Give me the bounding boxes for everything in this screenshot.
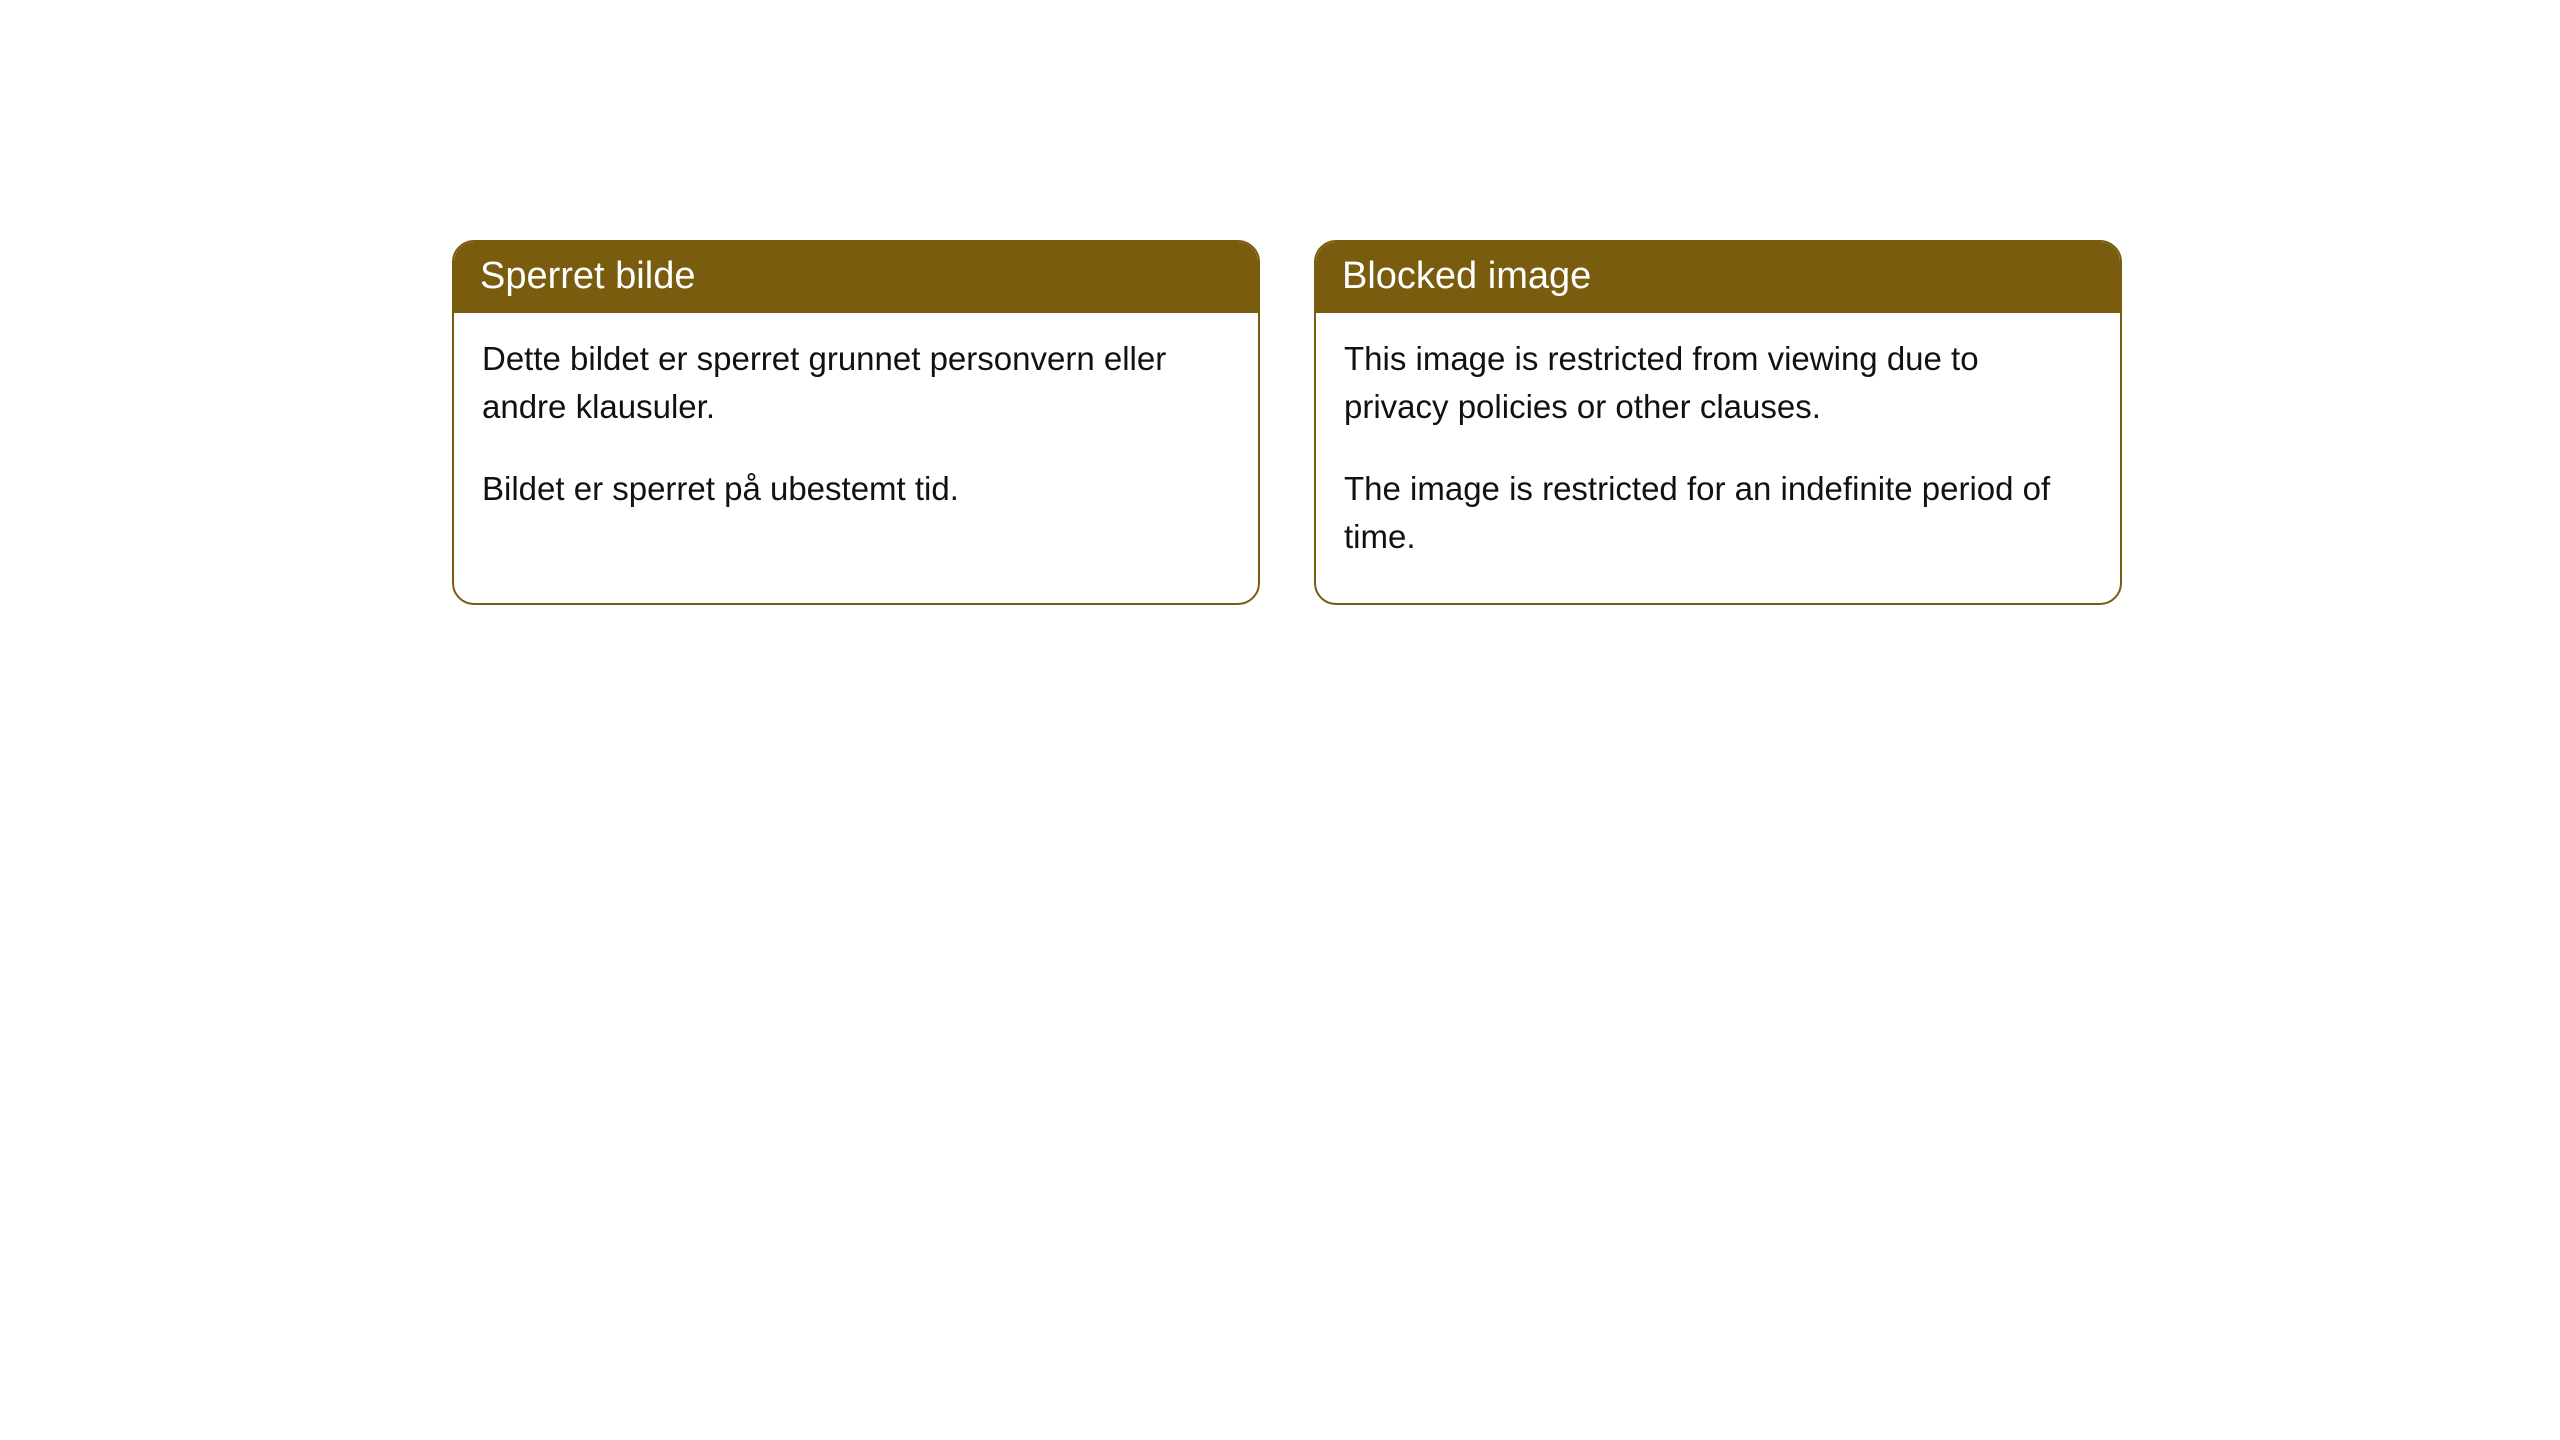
card-norwegian: Sperret bilde Dette bildet er sperret gr… — [452, 240, 1260, 605]
card-body: This image is restricted from viewing du… — [1316, 313, 2120, 602]
card-header: Sperret bilde — [454, 242, 1258, 313]
card-paragraph: The image is restricted for an indefinit… — [1344, 465, 2092, 561]
card-paragraph: Bildet er sperret på ubestemt tid. — [482, 465, 1230, 513]
card-english: Blocked image This image is restricted f… — [1314, 240, 2122, 605]
card-paragraph: This image is restricted from viewing du… — [1344, 335, 2092, 431]
card-paragraph: Dette bildet er sperret grunnet personve… — [482, 335, 1230, 431]
card-header: Blocked image — [1316, 242, 2120, 313]
cards-container: Sperret bilde Dette bildet er sperret gr… — [0, 0, 2560, 605]
card-body: Dette bildet er sperret grunnet personve… — [454, 313, 1258, 555]
